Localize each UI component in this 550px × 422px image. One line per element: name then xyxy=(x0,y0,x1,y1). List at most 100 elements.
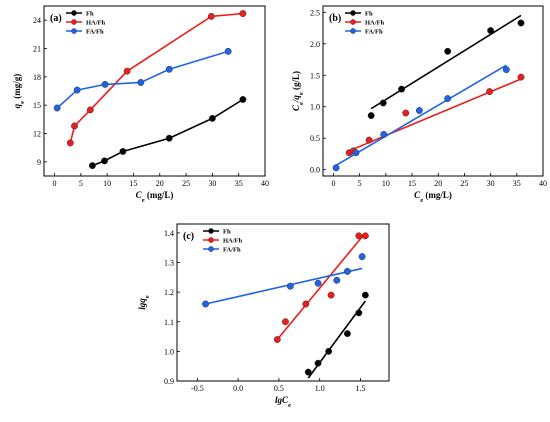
data-point xyxy=(379,99,387,107)
legend-label: HA/Fh xyxy=(86,20,106,27)
y-tick-label: 1.5 xyxy=(310,71,320,80)
legend-label: Fh xyxy=(223,229,231,236)
x-axis-title-part: e xyxy=(420,197,423,204)
series-line xyxy=(56,50,229,109)
x-tick-label: 15 xyxy=(129,179,137,188)
data-point xyxy=(398,85,406,93)
x-tick-label: 40 xyxy=(261,179,269,188)
x-tick-label: 0.5 xyxy=(274,384,284,393)
y-tick-label: 1.0 xyxy=(310,103,320,112)
legend-label: Fh xyxy=(86,11,94,18)
y-axis-title: Ce/qe (g/L) xyxy=(291,71,305,111)
legend-label: FA/Fh xyxy=(365,29,383,36)
data-point xyxy=(281,318,289,326)
data-point xyxy=(517,19,525,27)
data-point xyxy=(517,73,525,81)
x-axis-title: Ce (mg/L) xyxy=(414,190,452,204)
y-axis-title-part: /q xyxy=(291,95,301,104)
y-tick-label: 2.0 xyxy=(310,40,320,49)
x-tick-label: 0 xyxy=(53,179,57,188)
data-point xyxy=(365,136,373,144)
legend-label: Fh xyxy=(365,11,373,18)
y-axis-title-part: C xyxy=(291,104,301,111)
x-tick-label: 30 xyxy=(208,179,216,188)
data-point xyxy=(119,147,127,155)
data-point xyxy=(502,66,510,74)
plot-frame xyxy=(43,5,266,177)
plot-frame xyxy=(176,223,390,382)
y-tick-label: 1.1 xyxy=(164,318,174,327)
y-tick-label: 1.4 xyxy=(164,229,174,238)
y-tick-label: 9 xyxy=(37,158,41,167)
data-point xyxy=(343,330,351,338)
y-axis-title-part: (g/L) xyxy=(291,71,301,92)
x-tick-label: 0.0 xyxy=(233,384,243,393)
data-point xyxy=(71,122,78,130)
x-tick-label: 5 xyxy=(358,179,362,188)
fit-line xyxy=(348,78,522,152)
legend-marker xyxy=(350,19,356,25)
data-point xyxy=(444,47,452,55)
y-tick-label: 18 xyxy=(33,73,41,82)
x-tick-label: 1.5 xyxy=(355,384,365,393)
data-point xyxy=(88,162,96,170)
data-point xyxy=(101,80,109,88)
chart-panel-2: 0 5 10 15 20 25 30 35 40 0.0 0.5 1.0 1.5 2.0 2.5 (b) Ce … xyxy=(291,5,547,204)
data-point xyxy=(333,276,341,284)
legend-label: HA/Fh xyxy=(223,238,243,245)
legend-marker xyxy=(71,10,77,16)
chart-panel-1: 0 5 10 15 20 25 30 35 40 9 12 15 18 21 24 (a) Ce (mg/L) q… xyxy=(12,5,269,204)
data-point xyxy=(314,279,322,287)
x-tick-label: 30 xyxy=(487,179,495,188)
x-axis-title-part: C xyxy=(414,190,421,200)
x-tick-label: -0.5 xyxy=(191,384,204,393)
data-point xyxy=(304,368,312,376)
data-point xyxy=(358,253,366,261)
x-tick-label: 1.0 xyxy=(315,384,325,393)
x-tick-label: 35 xyxy=(513,179,521,188)
data-point xyxy=(343,267,351,275)
x-tick-label: 25 xyxy=(460,179,468,188)
data-point xyxy=(361,232,369,240)
data-point xyxy=(415,107,423,114)
y-tick-label: 0.9 xyxy=(164,377,174,386)
data-point xyxy=(224,47,232,55)
data-point xyxy=(327,291,335,299)
y-tick-label: 15 xyxy=(33,101,41,110)
y-tick-label: 2.5 xyxy=(310,8,320,17)
x-tick-label: 10 xyxy=(382,179,390,188)
data-point xyxy=(302,300,310,308)
legend-marker xyxy=(350,28,356,34)
y-axis-title-part: e xyxy=(144,295,151,298)
x-axis-title: lgCe xyxy=(275,395,291,409)
data-point xyxy=(332,164,340,172)
data-point xyxy=(101,157,108,165)
plot-frame xyxy=(322,5,544,177)
x-tick-label: 0 xyxy=(331,179,335,188)
y-tick-label: 0.5 xyxy=(310,134,320,143)
data-point xyxy=(286,282,294,290)
x-tick-label: 35 xyxy=(235,179,243,188)
data-point xyxy=(273,336,281,343)
data-point xyxy=(123,67,131,75)
x-axis-title-part: (mg/L) xyxy=(423,190,452,200)
y-tick-label: 12 xyxy=(33,130,41,139)
legend-marker xyxy=(350,10,356,16)
legend-marker xyxy=(71,19,77,25)
y-tick-label: 0.0 xyxy=(310,166,320,175)
x-axis-title-part: lgC xyxy=(275,395,289,405)
x-tick-label: 5 xyxy=(79,179,83,188)
panel-label: (c) xyxy=(183,231,194,242)
y-tick-label: 1.0 xyxy=(164,347,174,356)
y-axis-title-part: e xyxy=(19,101,26,104)
x-axis-title-part: e xyxy=(142,197,145,204)
data-point xyxy=(53,104,61,112)
panel-label: (a) xyxy=(50,13,62,24)
data-point xyxy=(86,106,94,114)
data-point xyxy=(314,359,322,367)
data-point xyxy=(444,95,452,103)
y-axis-title-part: lgq xyxy=(137,298,147,310)
panel-label: (b) xyxy=(329,13,341,24)
y-axis-title-part: q xyxy=(12,103,22,108)
